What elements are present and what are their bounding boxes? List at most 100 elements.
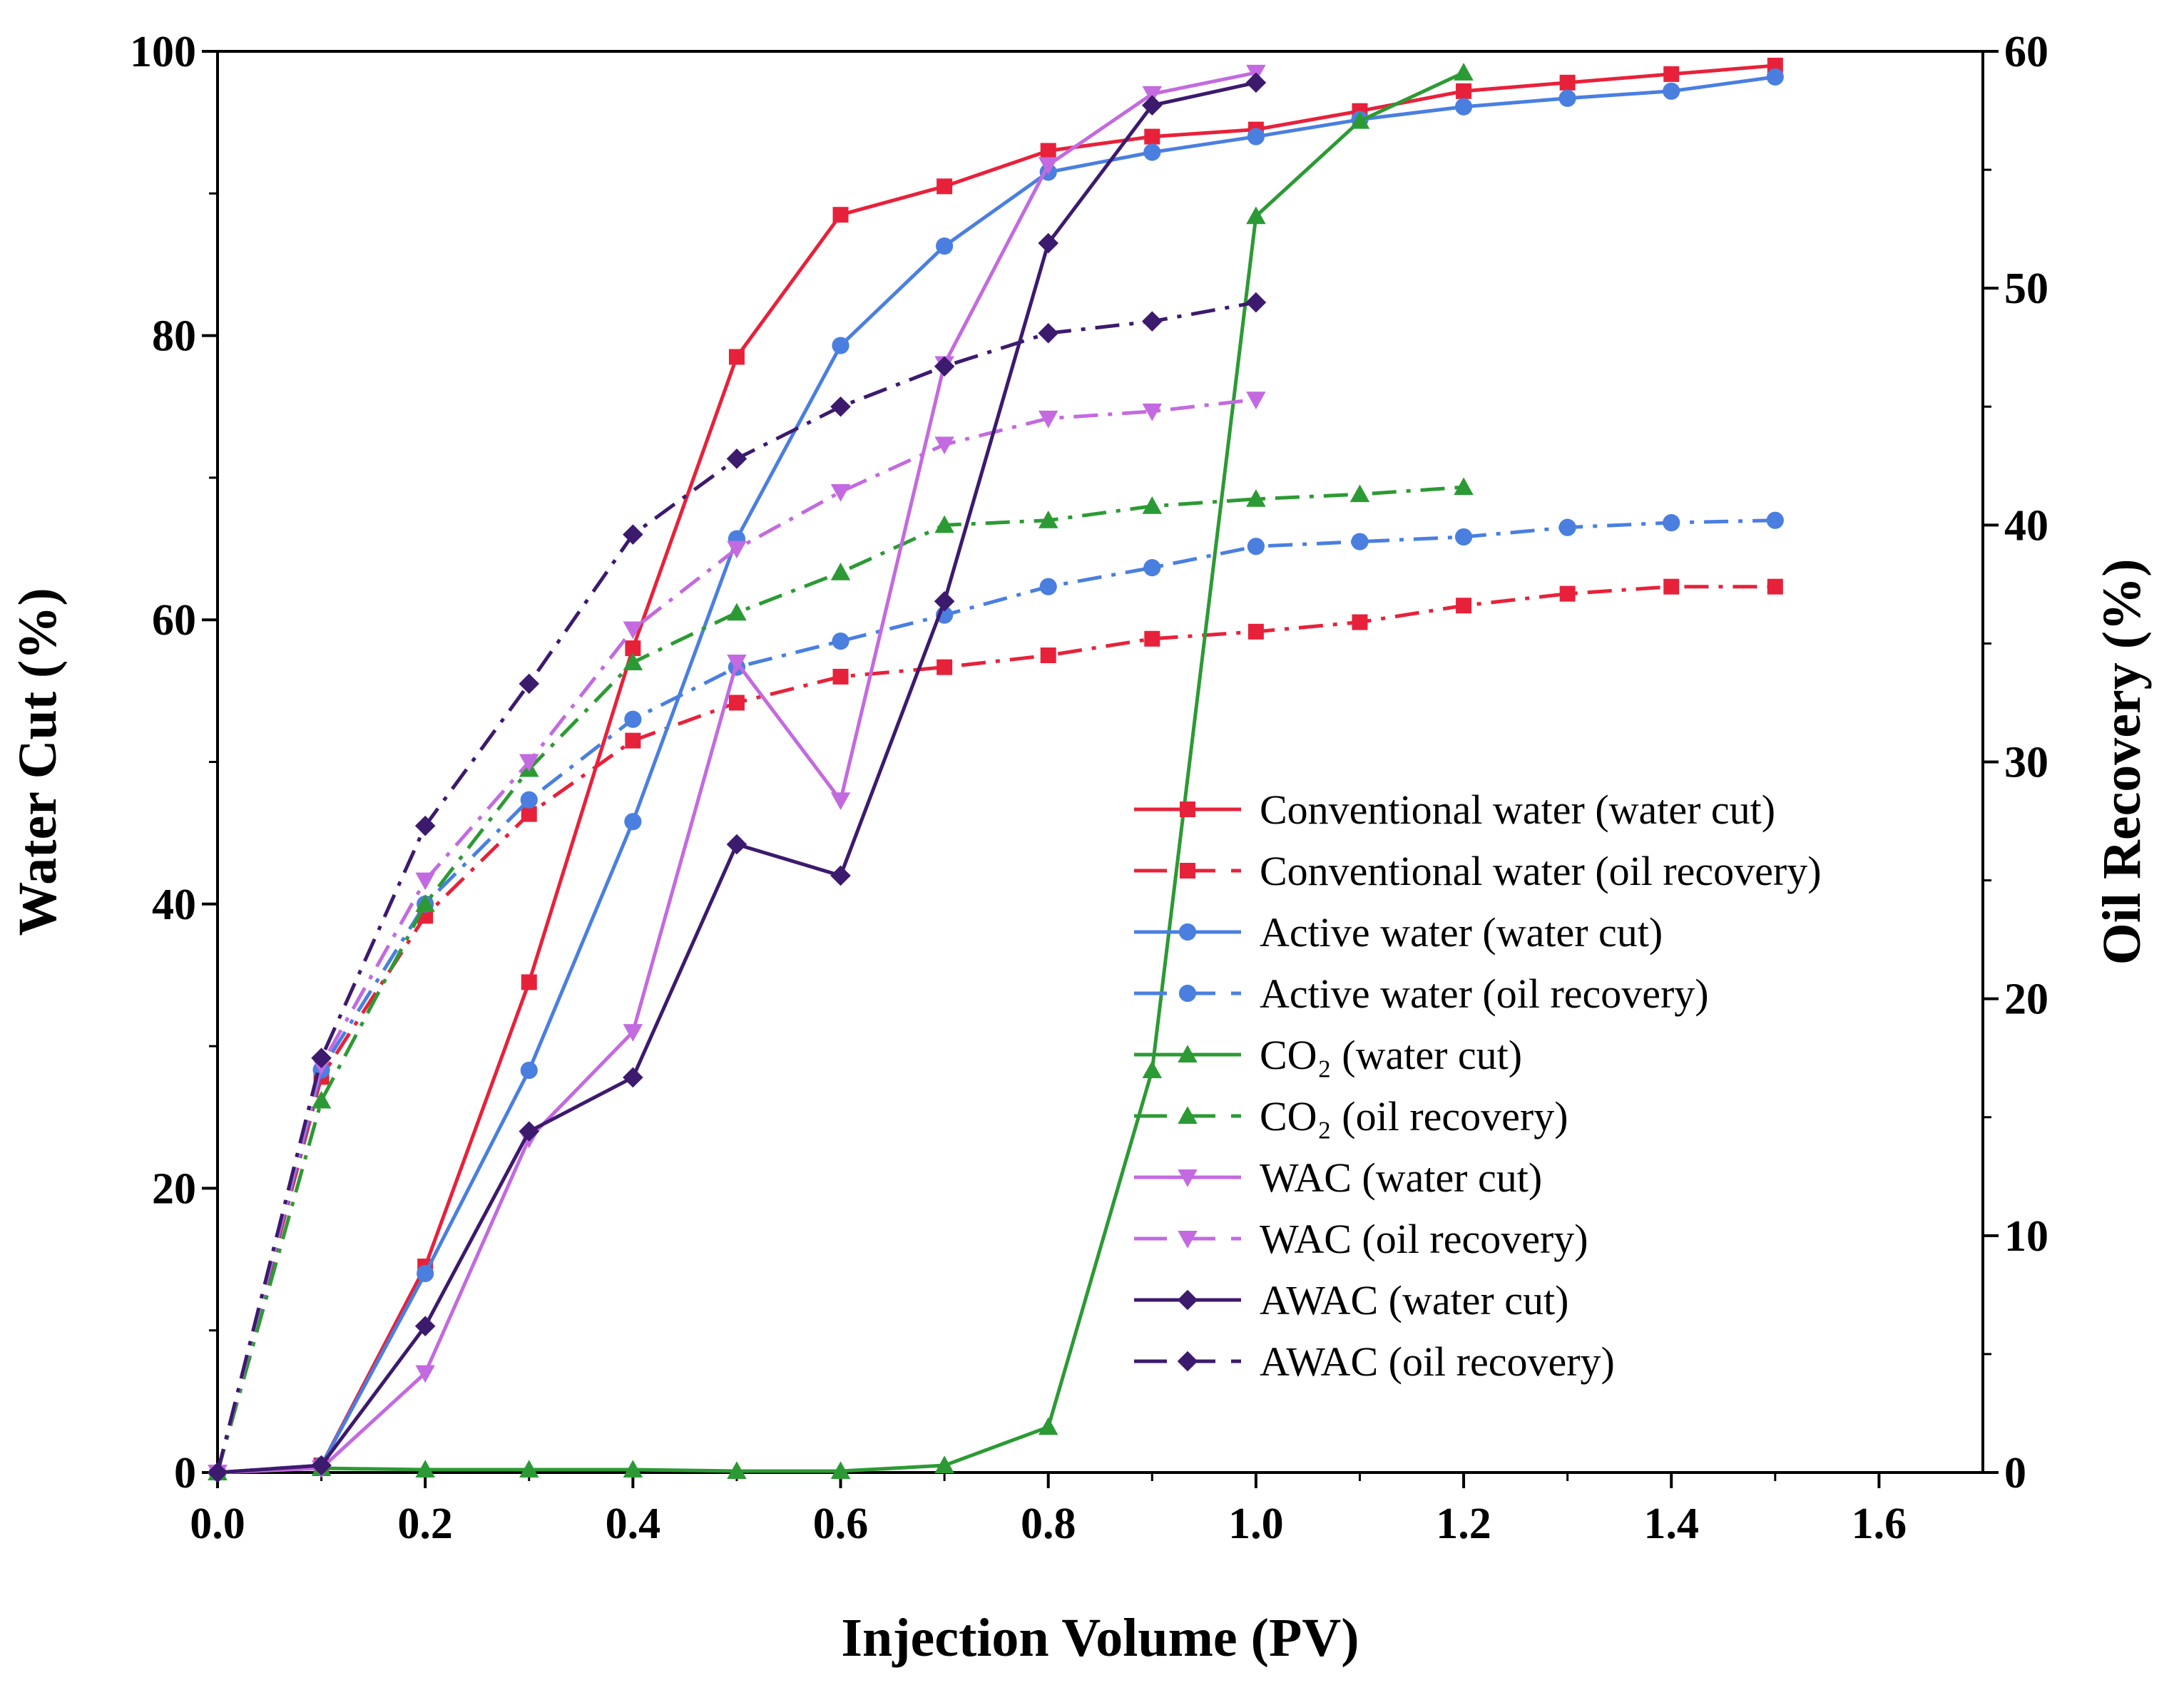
- legend-label: AWAC (oil recovery): [1260, 1338, 1615, 1385]
- legend-swatch-marker: [1177, 1289, 1198, 1311]
- data-point: [623, 1067, 643, 1088]
- data-point: [937, 178, 953, 195]
- data-point: [1038, 157, 1058, 175]
- data-point: [1245, 292, 1267, 313]
- data-point: [1351, 533, 1369, 550]
- x-axis-title: Injection Volume (PV): [841, 1608, 1359, 1668]
- data-point: [521, 806, 537, 822]
- legend-swatch-marker: [1178, 1169, 1198, 1187]
- y-right-axis-title: Oil Recovery (%): [2092, 559, 2152, 966]
- legend-item: WAC (water cut): [1134, 1154, 1542, 1201]
- x-tick-label: 0.6: [813, 1500, 869, 1548]
- series-9: [207, 72, 1267, 1483]
- data-point: [1766, 511, 1784, 529]
- x-tick-label: 0.2: [397, 1500, 453, 1548]
- data-point: [311, 1090, 332, 1109]
- data-point: [1349, 111, 1370, 129]
- series-10: [207, 292, 1267, 1483]
- data-point: [1141, 311, 1163, 332]
- data-point: [830, 865, 851, 886]
- data-point: [1456, 598, 1472, 614]
- data-point: [1454, 477, 1474, 496]
- data-point: [1247, 623, 1264, 640]
- legend-item: Conventional water (water cut): [1134, 787, 1775, 833]
- data-point: [623, 621, 643, 640]
- data-point: [936, 237, 954, 255]
- data-point: [934, 1455, 954, 1474]
- data-point: [1456, 83, 1472, 99]
- y-right-tick-label: 20: [2004, 975, 2048, 1024]
- legend-label: Conventional water (water cut): [1260, 787, 1775, 833]
- data-point: [623, 1024, 643, 1042]
- legend-label: Conventional water (oil recovery): [1260, 848, 1822, 894]
- plot-area: 0.0 0.2 0.4 0.6 0.8 1.0 1.2 1.4 1.6 0 20 40 60 80 100 0…: [130, 28, 2048, 1548]
- legend-label: CO₂ (water cut): [1260, 1032, 1522, 1078]
- data-point: [830, 563, 851, 580]
- series-1: [210, 57, 1783, 1480]
- data-point: [415, 1365, 435, 1383]
- legend-swatch-marker: [1178, 1106, 1198, 1124]
- data-point: [1040, 143, 1056, 159]
- data-point: [832, 337, 849, 354]
- data-point: [414, 1316, 436, 1337]
- legend-label: Active water (water cut): [1260, 909, 1663, 956]
- legend-swatch-marker: [1177, 1351, 1198, 1372]
- data-point: [934, 436, 954, 455]
- data-point: [1559, 585, 1576, 602]
- data-point: [727, 654, 747, 672]
- data-point: [1038, 232, 1059, 254]
- y-left-tick-label: 60: [152, 596, 196, 645]
- series-line: [215, 397, 1257, 1473]
- data-point: [1142, 1060, 1163, 1078]
- data-point: [623, 1460, 643, 1478]
- legend-swatch-marker: [1180, 802, 1195, 817]
- legend-item: Active water (oil recovery): [1134, 971, 1709, 1017]
- y-right-tick-label: 0: [2004, 1449, 2026, 1497]
- data-point: [934, 590, 955, 612]
- data-point: [727, 603, 747, 621]
- data-point: [937, 659, 953, 675]
- data-point: [1663, 578, 1680, 595]
- data-point: [1663, 66, 1680, 82]
- data-point: [728, 695, 745, 711]
- data-point: [1663, 513, 1680, 532]
- legend-swatch-marker: [1180, 863, 1195, 879]
- legend-label: AWAC (water cut): [1260, 1277, 1568, 1323]
- legend-swatch-marker: [1178, 1045, 1198, 1062]
- y-right-tick-label: 40: [2004, 501, 2048, 550]
- data-point: [726, 449, 747, 469]
- data-point: [311, 1048, 332, 1069]
- data-point: [832, 632, 849, 650]
- data-point: [624, 710, 642, 728]
- data-point: [1142, 86, 1163, 104]
- data-point: [623, 652, 643, 670]
- legend-label: CO₂ (oil recovery): [1260, 1093, 1568, 1140]
- series-line: [215, 300, 1257, 1473]
- data-point: [519, 1460, 539, 1478]
- data-point: [934, 356, 955, 377]
- legend-label: Active water (oil recovery): [1260, 971, 1709, 1017]
- data-point: [1040, 647, 1056, 664]
- data-point: [1558, 89, 1576, 107]
- data-point: [624, 813, 642, 831]
- data-point: [625, 640, 641, 657]
- legend-label: WAC (oil recovery): [1260, 1216, 1588, 1262]
- series-5: [208, 63, 1474, 1480]
- x-tick-label: 1.6: [1852, 1500, 1907, 1548]
- y-right-tick-label: 60: [2004, 28, 2048, 76]
- series-line: [215, 585, 1775, 1473]
- data-point: [519, 673, 540, 695]
- series-7: [208, 64, 1266, 1482]
- series-line: [217, 75, 1776, 1475]
- data-point: [1143, 143, 1161, 161]
- x-tick-label: 1.2: [1436, 1500, 1491, 1548]
- y-left-tick-label: 80: [152, 312, 196, 361]
- data-point: [1663, 82, 1680, 100]
- series-3: [208, 68, 1784, 1482]
- data-point: [1143, 559, 1161, 577]
- legend-swatch-marker: [1178, 1231, 1198, 1249]
- x-tick-label: 1.4: [1643, 1500, 1699, 1548]
- data-point: [519, 1121, 540, 1142]
- data-point: [521, 974, 537, 990]
